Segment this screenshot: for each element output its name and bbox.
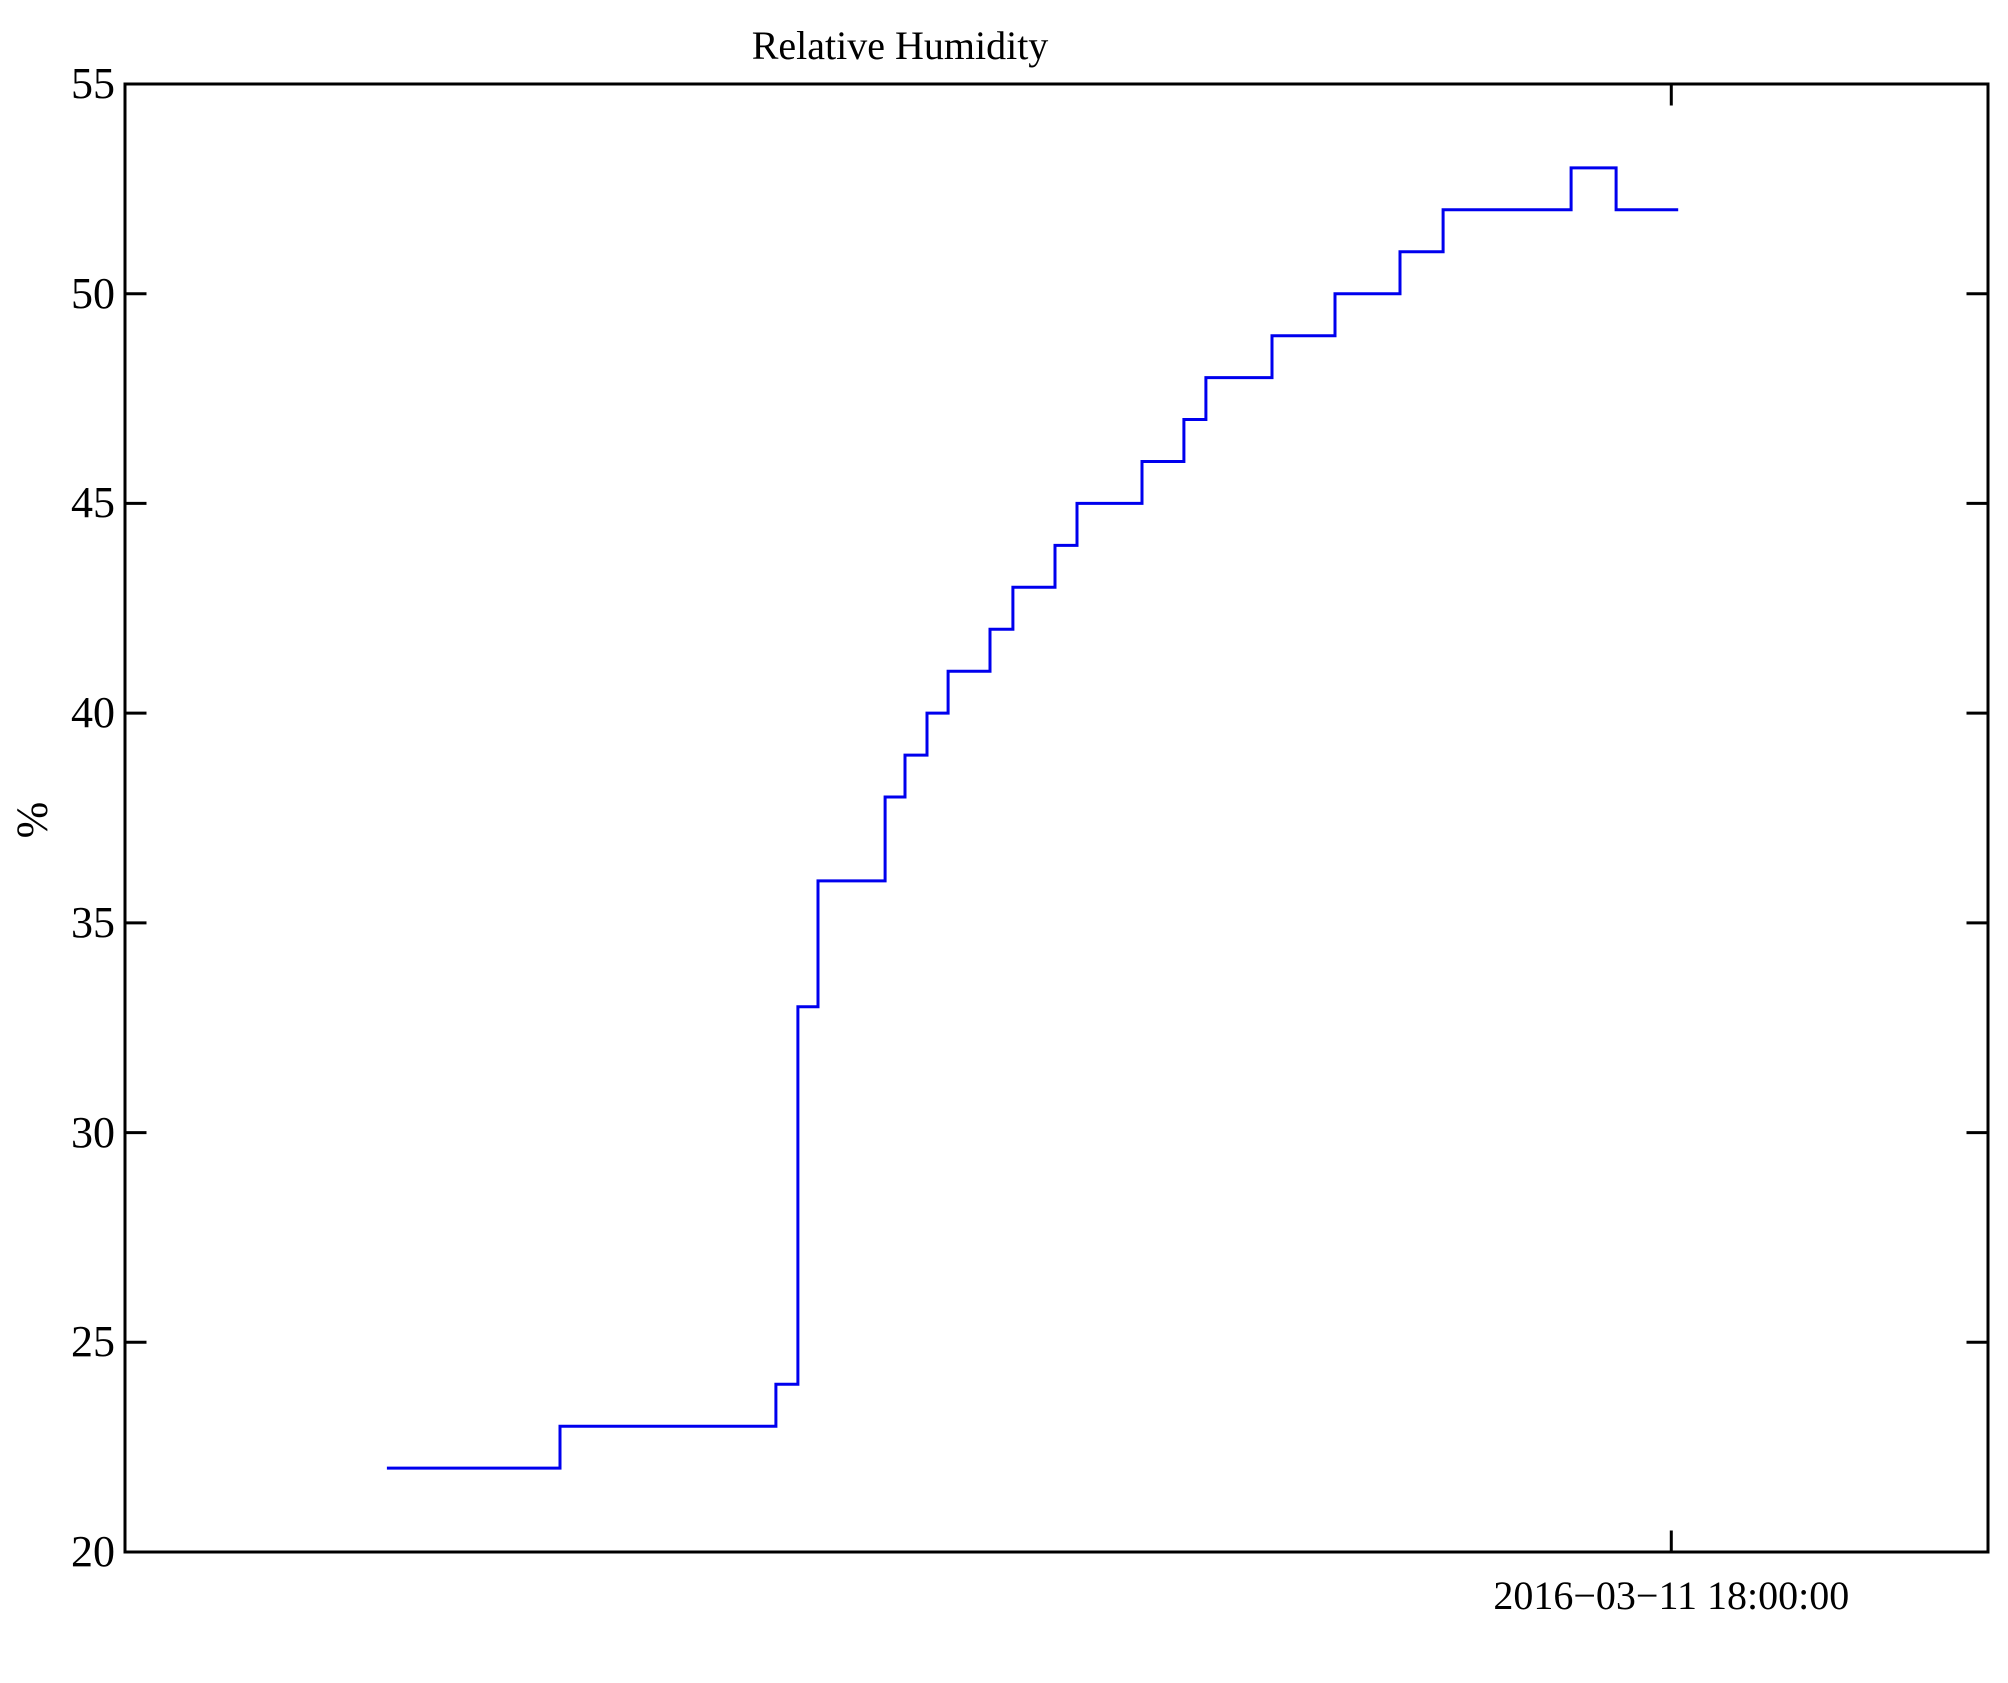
y-tick-label: 55 (71, 59, 115, 108)
y-tick-label: 40 (71, 688, 115, 738)
y-tick-label: 20 (71, 1527, 115, 1576)
y-tick-label: 35 (71, 897, 115, 947)
humidity-step-line (386, 166, 1679, 1470)
y-tick-label: 45 (71, 478, 115, 528)
chart-title: Relative Humidity (751, 23, 1049, 68)
x-tick-label: 2016−03−11 18:00:00 (1493, 1573, 1850, 1618)
y-tick-label: 30 (71, 1107, 115, 1157)
axis-ticks (126, 85, 1987, 1551)
y-tick-label: 25 (71, 1317, 115, 1367)
y-tick-label: 50 (71, 268, 115, 318)
plot-border (123, 82, 1990, 1554)
